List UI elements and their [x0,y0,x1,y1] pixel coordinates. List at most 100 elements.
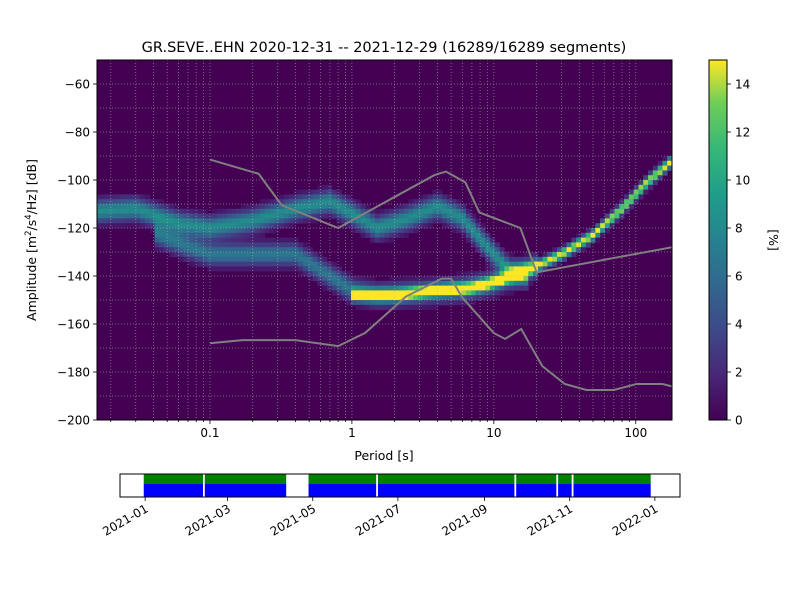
colorbar-axis: 0 2 4 6 8 10 12 14 [727,78,750,428]
heatmap-cell [614,208,620,214]
heatmap-cell [192,223,199,229]
heatmap-cell [494,256,500,262]
heatmap-cell [164,247,170,253]
heatmap-cell [485,280,491,286]
colorbar-tick-label: 8 [735,222,743,236]
heatmap-cell [595,237,601,243]
heatmap-cell [461,300,467,306]
heatmap-cell [259,204,266,210]
heatmap-cell [255,223,261,229]
heatmap-cell [173,223,179,229]
heatmap-cell [365,276,371,282]
heatmap-cell [144,218,151,224]
heatmap-cell [537,266,544,272]
heatmap-cell [202,213,208,219]
heatmap-cell [365,295,371,301]
heatmap-cell [178,237,184,243]
heatmap-cell [192,256,199,262]
heatmap-cell [465,213,472,219]
heatmap-cell [485,252,491,258]
heatmap-cell [355,300,361,306]
heatmap-cell [389,285,395,291]
heatmap-cell [509,271,515,277]
heatmap-cell [178,223,184,229]
heatmap-cell [221,213,227,219]
timeline-tick-label: 2021-01 [100,501,150,538]
heatmap-cell [489,295,496,301]
heatmap-cell [523,252,529,258]
heatmap-cell [413,199,419,205]
heatmap-cell [442,204,448,210]
heatmap-cell [307,276,314,282]
heatmap-cell [221,266,227,272]
x-tick-label: 1 [348,426,356,440]
heatmap-cell [557,247,563,253]
heatmap-cell [379,285,385,291]
heatmap-cell [183,213,189,219]
heatmap-cell [499,256,505,262]
heatmap-cell [336,189,342,195]
heatmap-cell [298,218,304,224]
heatmap-cell [245,232,251,238]
y-tick-label: −140 [57,270,90,284]
heatmap-cell [442,194,448,200]
heatmap-cell [350,223,357,229]
heatmap-cell [523,271,529,277]
heatmap-cell [442,218,448,224]
heatmap-cell [667,165,672,171]
heatmap-cell [312,252,318,258]
heatmap-cell [307,247,314,253]
heatmap-cell [327,204,333,210]
heatmap-cell [245,213,251,219]
heatmap-cell [648,175,654,181]
heatmap-cell [418,280,424,286]
heatmap-cell [307,189,314,195]
heatmap-cell [116,213,122,219]
heatmap-cell [235,223,242,229]
heatmap-cell [245,242,251,248]
heatmap-cell [283,208,290,214]
heatmap-cell [355,204,361,210]
heatmap-cell [365,228,371,234]
heatmap-cell [197,256,203,262]
heatmap-cell [475,237,481,243]
heatmap-cell [667,156,672,162]
heatmap-cell [130,199,136,205]
heatmap-cell [422,290,429,296]
heatmap-cell [446,208,452,214]
heatmap-cell [216,232,222,238]
heatmap-cell [470,237,476,243]
heatmap-cell [571,237,577,243]
heatmap-cell [370,276,376,282]
heatmap-cell [274,237,280,243]
colorbar-tick-label: 0 [735,414,743,428]
heatmap-cell [461,213,467,219]
heatmap-cell [283,247,290,253]
heatmap-cell [341,285,347,291]
heatmap-cell [202,247,208,253]
heatmap-cell [418,199,424,205]
heatmap-cell [221,218,227,224]
heatmap-cell [216,247,222,253]
heatmap-cell [221,232,227,238]
heatmap-cell [485,290,491,296]
heatmap-cell [164,208,170,214]
nlnm-line [209,277,672,391]
heatmap-cell [451,300,457,306]
heatmap-cell [125,208,131,214]
heatmap-cell [322,208,328,214]
heatmap-cell [183,208,189,214]
heatmap-cell [269,266,275,272]
heatmap-cell [494,295,500,301]
heatmap-cell [461,228,467,234]
heatmap-cell [403,232,409,238]
heatmap-cell [398,208,405,214]
heatmap-cell [269,261,275,267]
heatmap-cell [456,223,462,229]
heatmap-cell [279,213,285,219]
heatmap-cell [274,199,280,205]
heatmap-cell [298,256,304,262]
heatmap-cell [303,271,309,277]
heatmap-cell [183,218,189,224]
heatmap-cell [475,218,481,224]
